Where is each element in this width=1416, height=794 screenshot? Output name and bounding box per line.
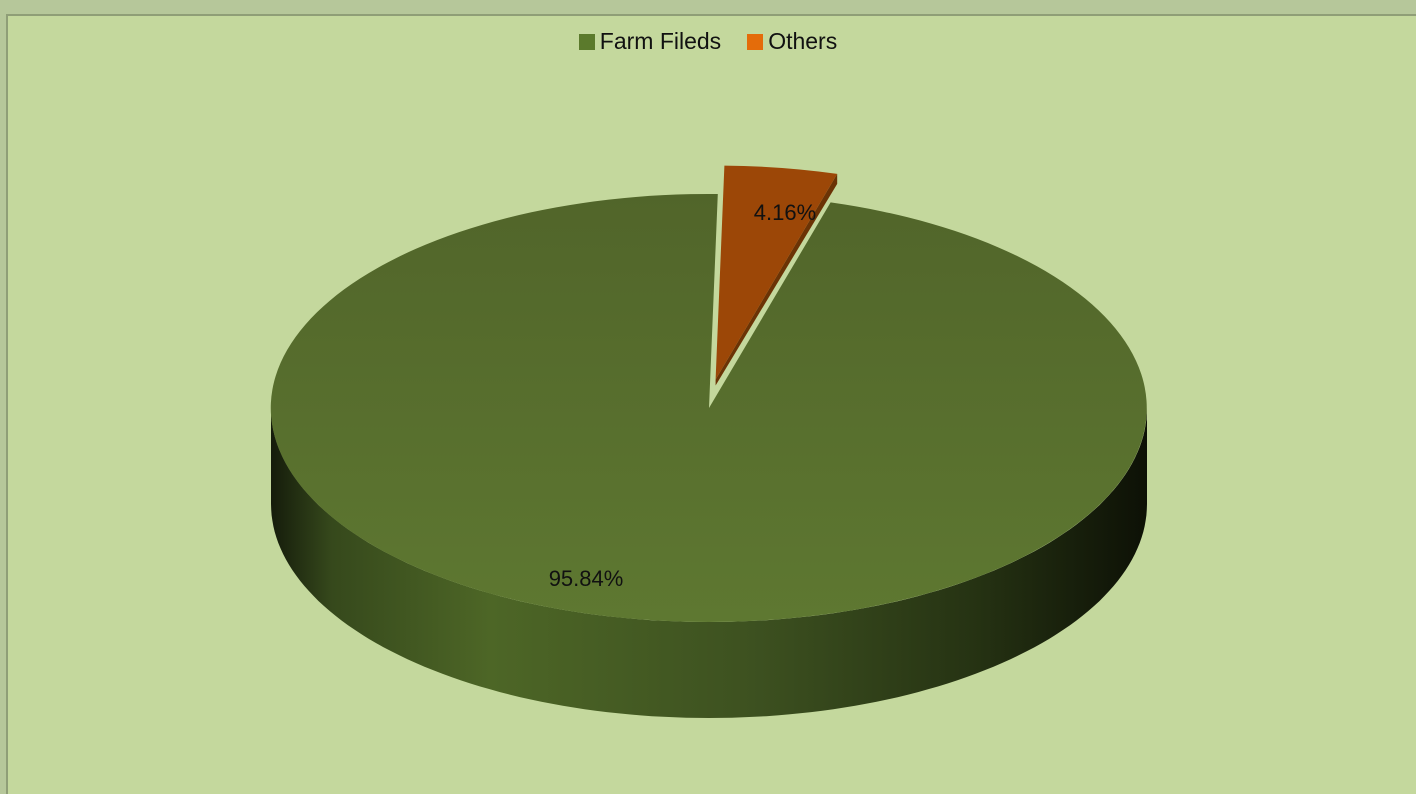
pie-side-farm-fileds [271,408,1147,718]
legend-swatch-others [747,33,764,50]
legend-label-farm-fileds: Farm Fileds [599,28,722,54]
legend-item-others: Others [747,28,837,55]
pie-side-others [715,173,838,386]
legend-label-others: Others [768,28,838,54]
data-label-others: 4.16% [754,200,816,225]
legend-swatch-farm-fileds [578,33,595,50]
data-label-farm-fileds: 95.84% [549,566,624,591]
pie-slice-farm-fileds [270,193,1147,622]
legend-item-farm-fileds: Farm Fileds [578,28,722,55]
pie-slice-others [715,165,838,380]
legend: Farm Fileds Others [0,28,1416,55]
